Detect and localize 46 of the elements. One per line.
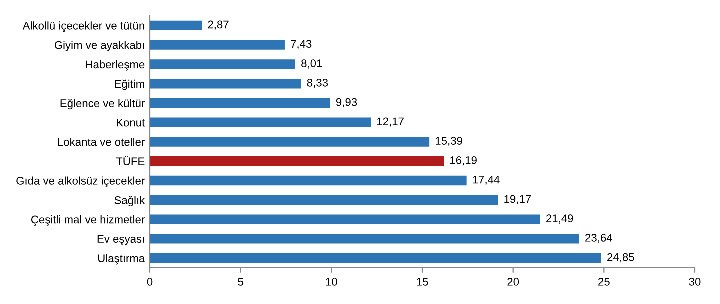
y-tick-label: Sağlık bbox=[114, 196, 146, 207]
bar bbox=[150, 79, 302, 89]
y-tick-label: Haberleşme bbox=[86, 60, 145, 71]
bar bbox=[150, 176, 467, 186]
data-label: 8,01 bbox=[302, 60, 322, 69]
x-tick-label: 25 bbox=[598, 278, 610, 286]
x-tick-label: 10 bbox=[326, 278, 338, 286]
data-label: 23,64 bbox=[586, 234, 612, 244]
x-tick-label: 20 bbox=[508, 278, 520, 286]
data-label: 15,39 bbox=[436, 137, 462, 146]
y-tick-label: Eğlence ve kültür bbox=[60, 99, 145, 110]
bar bbox=[150, 20, 202, 31]
data-label: 8,33 bbox=[307, 78, 328, 88]
x-tick-label: 0 bbox=[147, 278, 153, 286]
data-label: 2,87 bbox=[208, 20, 229, 30]
data-label: 9,93 bbox=[336, 98, 358, 108]
bar bbox=[150, 98, 330, 108]
data-label: 7,43 bbox=[291, 40, 312, 50]
y-tick-label: Ev eşyası bbox=[98, 235, 144, 246]
bar bbox=[150, 137, 430, 147]
data-label: 12,17 bbox=[377, 118, 404, 127]
bar bbox=[150, 195, 498, 205]
bar bbox=[150, 214, 540, 224]
bar bbox=[150, 118, 372, 128]
y-tick-label: Gıda ve alkolsüz içecekler bbox=[16, 176, 145, 188]
bar bbox=[150, 40, 285, 50]
x-tick-label: 5 bbox=[238, 278, 244, 286]
bar bbox=[150, 60, 296, 70]
data-label: 24,85 bbox=[608, 253, 634, 263]
y-tick-label: Lokanta ve oteller bbox=[58, 138, 145, 146]
y-tick-label: Eğitim bbox=[115, 80, 144, 90]
x-tick-label: 30 bbox=[689, 278, 701, 286]
y-tick-label: TÜFE bbox=[116, 156, 145, 166]
y-tick-label: Konut bbox=[117, 118, 146, 127]
y-tick-label: Alkollü içecekler ve tütün bbox=[22, 22, 144, 32]
data-label: 21,49 bbox=[546, 214, 574, 224]
bar bbox=[150, 253, 602, 264]
y-tick-label: Giyim ve ayakkabı bbox=[54, 41, 144, 52]
data-label: 16,19 bbox=[450, 156, 477, 166]
data-label: 19,17 bbox=[504, 195, 532, 204]
x-tick-label: 15 bbox=[417, 278, 428, 286]
y-tick-label: Ulaştırma bbox=[98, 254, 146, 265]
data-label: 17,44 bbox=[473, 176, 500, 186]
bar bbox=[150, 234, 580, 244]
y-tick-label: Çeşitli mal ve hizmetler bbox=[31, 216, 145, 226]
bar bbox=[150, 156, 444, 166]
